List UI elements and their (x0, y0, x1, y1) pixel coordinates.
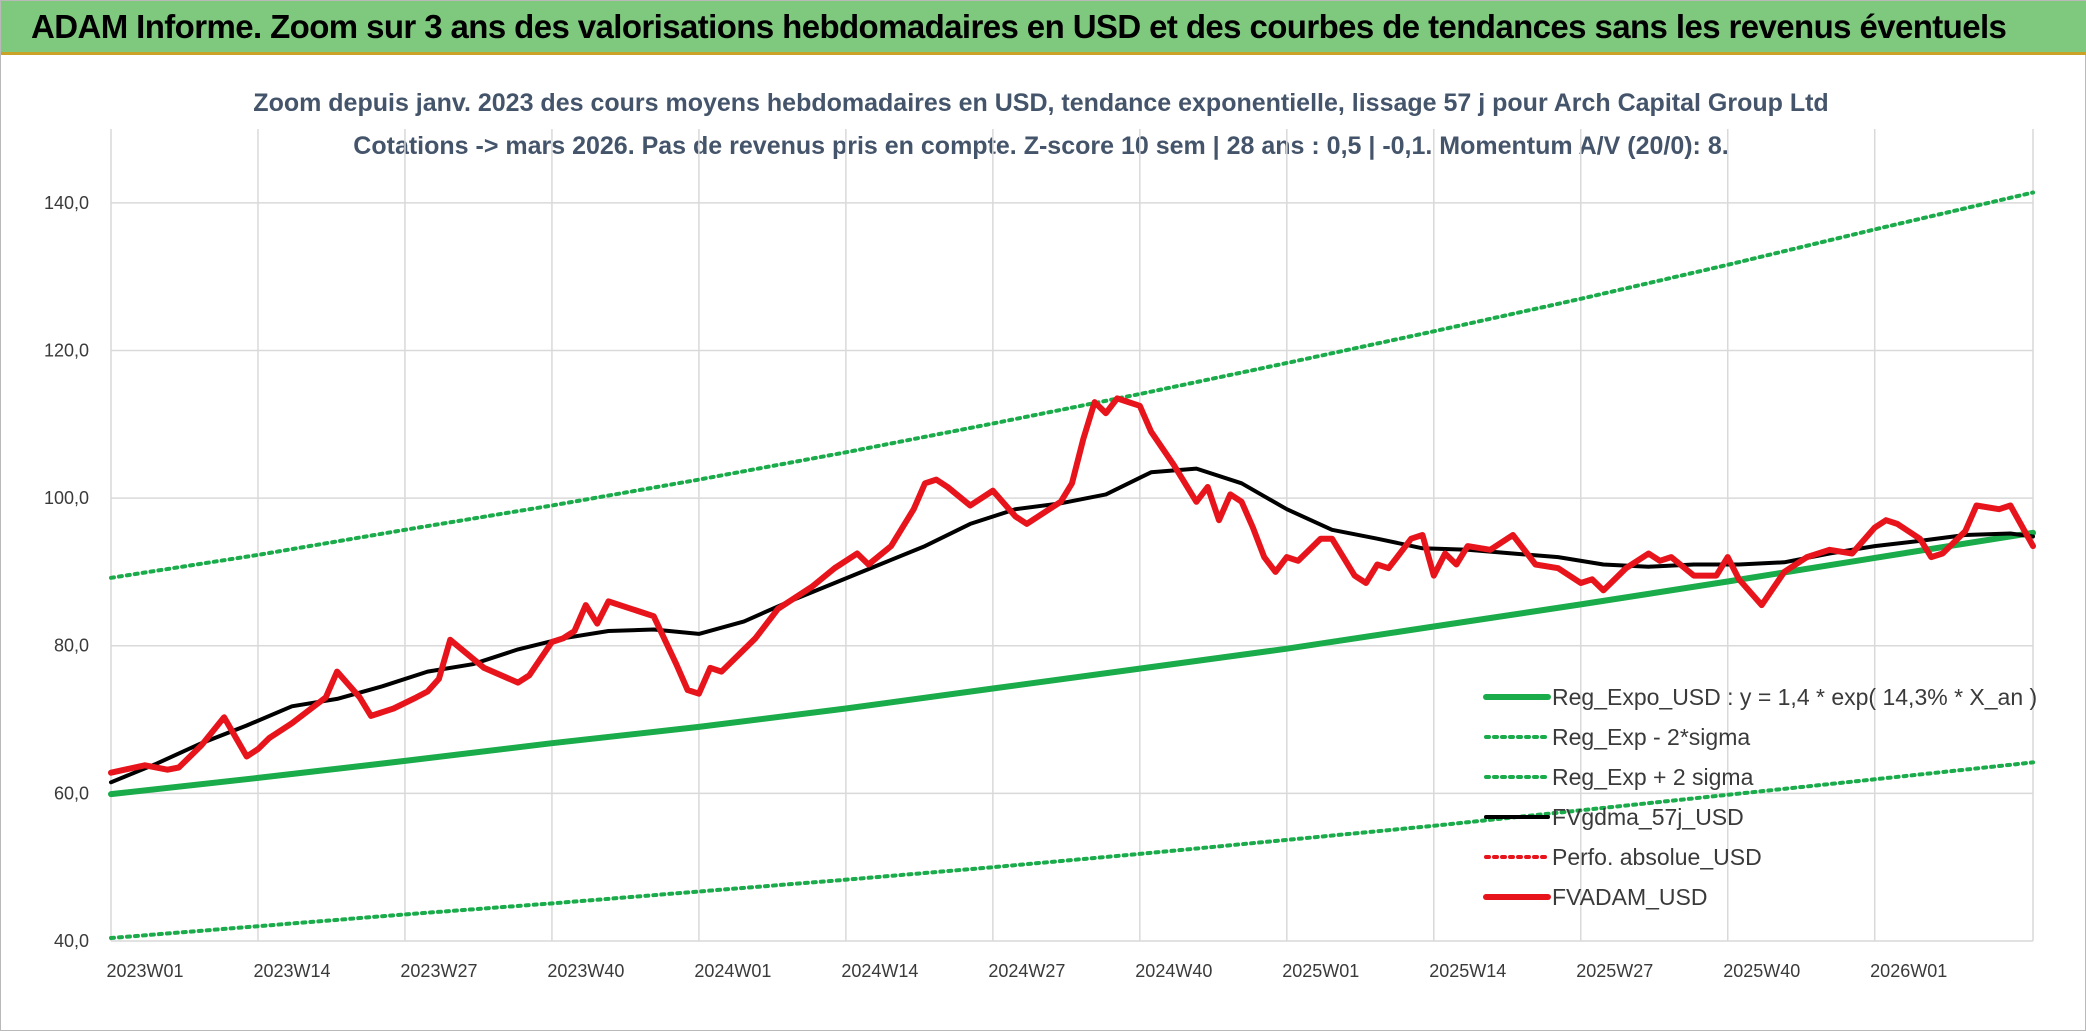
legend-label: Reg_Exp + 2 sigma (1552, 764, 1754, 790)
series-layer (108, 190, 2036, 940)
legend-label: Reg_Exp - 2*sigma (1552, 724, 1750, 750)
report-banner: ADAM Informe. Zoom sur 3 ans des valoris… (1, 1, 2086, 55)
y-tick-label: 100,0 (44, 488, 89, 508)
legend-label: Reg_Expo_USD : y = 1,4 * exp( 14,3% * X_… (1552, 684, 2037, 710)
series-line (109, 190, 2035, 580)
legend-label: FVgdma_57j_USD (1552, 804, 1744, 830)
grid (110, 129, 2034, 942)
y-tick-label: 60,0 (54, 783, 89, 803)
x-tick-label: 2024W40 (1135, 961, 1212, 981)
series-line (109, 760, 2035, 940)
x-tick-label: 2024W01 (694, 961, 771, 981)
x-tick-label: 2024W14 (841, 961, 918, 981)
legend-label: Perfo. absolue_USD (1552, 844, 1762, 870)
x-tick-label: 2025W14 (1429, 961, 1506, 981)
chart-subtitle: Cotations -> mars 2026. Pas de revenus p… (353, 132, 1728, 160)
x-axis-ticks: 2023W01 2023W14 2023W27 2023W40 2024W01 2024W… (106, 961, 1947, 981)
x-tick-label: 2026W01 (1870, 961, 1947, 981)
legend-label: FVADAM_USD (1552, 884, 1708, 910)
series-line (108, 395, 2036, 776)
x-tick-label: 2023W27 (400, 961, 477, 981)
x-tick-label: 2025W01 (1282, 961, 1359, 981)
y-tick-label: 80,0 (54, 636, 89, 656)
y-tick-label: 40,0 (54, 931, 89, 951)
y-axis-ticks: 40,0 60,0 80,0 100,0 120,0 140,0 (44, 193, 89, 951)
series-line (108, 529, 2036, 798)
chart-title: Zoom depuis janv. 2023 des cours moyens … (253, 89, 1828, 117)
x-tick-label: 2025W40 (1723, 961, 1800, 981)
y-tick-label: 120,0 (44, 340, 89, 360)
x-tick-label: 2023W14 (253, 961, 330, 981)
x-tick-label: 2023W40 (547, 961, 624, 981)
report-banner-title: ADAM Informe. Zoom sur 3 ans des valoris… (31, 8, 2007, 45)
x-tick-label: 2024W27 (988, 961, 1065, 981)
x-tick-label: 2025W27 (1576, 961, 1653, 981)
legend: Reg_Expo_USD : y = 1,4 * exp( 14,3% * X_… (1483, 684, 2037, 910)
y-tick-label: 140,0 (44, 193, 89, 213)
x-tick-label: 2023W01 (106, 961, 183, 981)
